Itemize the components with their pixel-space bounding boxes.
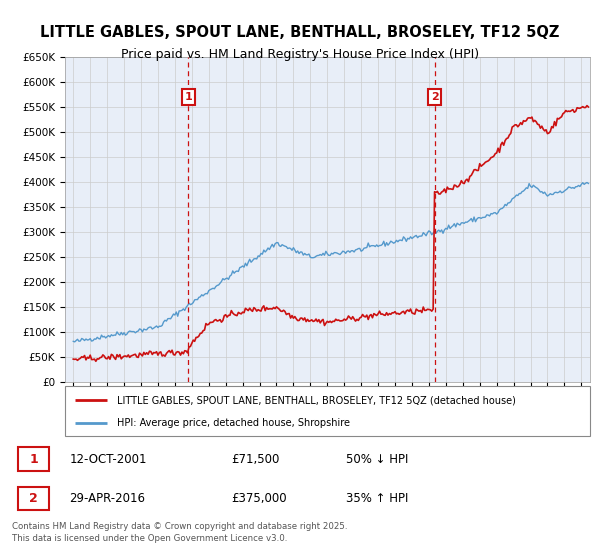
Text: Price paid vs. HM Land Registry's House Price Index (HPI): Price paid vs. HM Land Registry's House … — [121, 48, 479, 60]
Text: LITTLE GABLES, SPOUT LANE, BENTHALL, BROSELEY, TF12 5QZ (detached house): LITTLE GABLES, SPOUT LANE, BENTHALL, BRO… — [118, 395, 516, 405]
Text: 12-OCT-2001: 12-OCT-2001 — [70, 452, 147, 466]
Text: £375,000: £375,000 — [231, 492, 287, 505]
Text: 1: 1 — [29, 452, 38, 466]
Text: 35% ↑ HPI: 35% ↑ HPI — [346, 492, 409, 505]
Text: 1: 1 — [184, 92, 192, 102]
FancyBboxPatch shape — [18, 487, 49, 510]
FancyBboxPatch shape — [65, 386, 590, 436]
Text: Contains HM Land Registry data © Crown copyright and database right 2025.
This d: Contains HM Land Registry data © Crown c… — [12, 522, 347, 543]
Text: HPI: Average price, detached house, Shropshire: HPI: Average price, detached house, Shro… — [118, 418, 350, 428]
Text: 29-APR-2016: 29-APR-2016 — [70, 492, 146, 505]
Text: £71,500: £71,500 — [231, 452, 279, 466]
Text: LITTLE GABLES, SPOUT LANE, BENTHALL, BROSELEY, TF12 5QZ: LITTLE GABLES, SPOUT LANE, BENTHALL, BRO… — [40, 25, 560, 40]
Text: 2: 2 — [431, 92, 439, 102]
Text: 50% ↓ HPI: 50% ↓ HPI — [346, 452, 409, 466]
Text: 2: 2 — [29, 492, 38, 505]
FancyBboxPatch shape — [18, 447, 49, 471]
